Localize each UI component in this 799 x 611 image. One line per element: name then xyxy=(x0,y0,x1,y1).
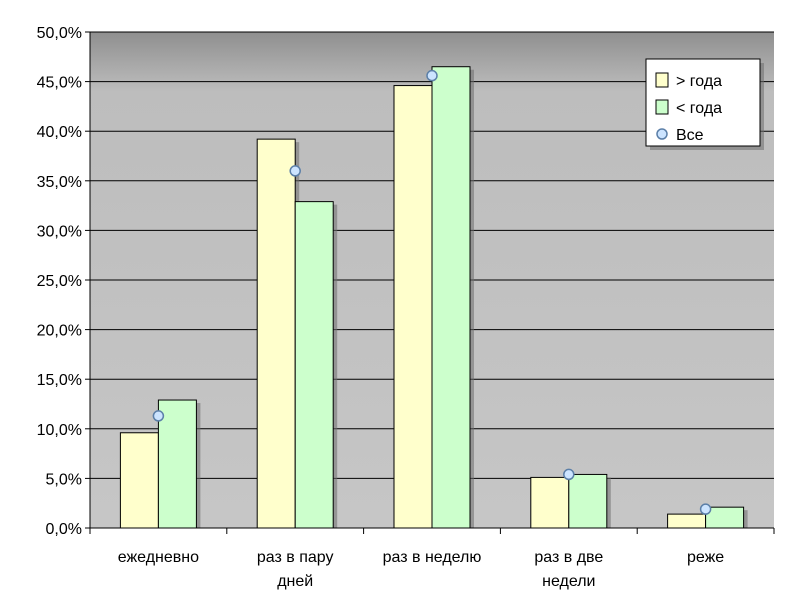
y-tick-label: 40,0% xyxy=(37,124,82,141)
bar xyxy=(705,506,745,529)
bar xyxy=(294,201,334,529)
bar xyxy=(157,399,197,529)
legend-marker xyxy=(656,128,668,140)
category-label: ежедневно xyxy=(118,549,199,566)
bar xyxy=(568,473,608,529)
y-tick-label: 25,0% xyxy=(37,273,82,290)
category-label: реже xyxy=(687,549,724,566)
y-tick-label: 35,0% xyxy=(37,174,82,191)
legend-label: Все xyxy=(676,127,704,144)
y-tick-label: 50,0% xyxy=(37,25,82,42)
y-tick-label: 10,0% xyxy=(37,422,82,439)
bar xyxy=(530,476,570,529)
category-label-line: реже xyxy=(687,549,724,566)
bar xyxy=(256,138,296,529)
point xyxy=(289,165,301,177)
category-label-line: ежедневно xyxy=(118,549,199,566)
bars xyxy=(119,66,748,529)
bar xyxy=(393,85,433,529)
category-label-line: дней xyxy=(277,573,313,590)
bar xyxy=(431,66,471,529)
points xyxy=(152,69,712,515)
category-label-line: недели xyxy=(542,573,595,590)
category-label-line: раз в неделю xyxy=(383,549,482,566)
category-label-line: раз в две xyxy=(534,549,603,566)
category-label: раз в две недели xyxy=(534,549,603,590)
y-tick-label: 15,0% xyxy=(37,372,82,389)
y-tick-label: 45,0% xyxy=(37,75,82,92)
y-tick-label: 0,0% xyxy=(46,521,82,538)
legend-swatch xyxy=(655,99,669,115)
y-tick-label: 5,0% xyxy=(46,471,82,488)
legend-label: < года xyxy=(676,100,722,117)
x-axis: ежедневно раз в пару дней раз в неделю раз в… xyxy=(89,527,775,590)
bar xyxy=(667,513,707,529)
y-axis: 0,0% 5,0% 10,0% 15,0% 20,0% 25,0% 30,0% 35,0% 40… xyxy=(37,25,91,538)
point xyxy=(426,69,438,82)
bar xyxy=(119,432,159,529)
legend-label: > года xyxy=(676,73,722,90)
legend: > года < года Все xyxy=(645,58,764,150)
point xyxy=(563,468,575,481)
legend-swatch xyxy=(655,72,669,88)
y-tick-label: 30,0% xyxy=(37,223,82,240)
category-label: раз в неделю xyxy=(383,549,482,566)
y-tick-label: 20,0% xyxy=(37,323,82,340)
category-label: раз в пару дней xyxy=(257,549,334,590)
point xyxy=(152,410,165,422)
point xyxy=(699,503,712,515)
category-label-line: раз в пару xyxy=(257,549,334,566)
